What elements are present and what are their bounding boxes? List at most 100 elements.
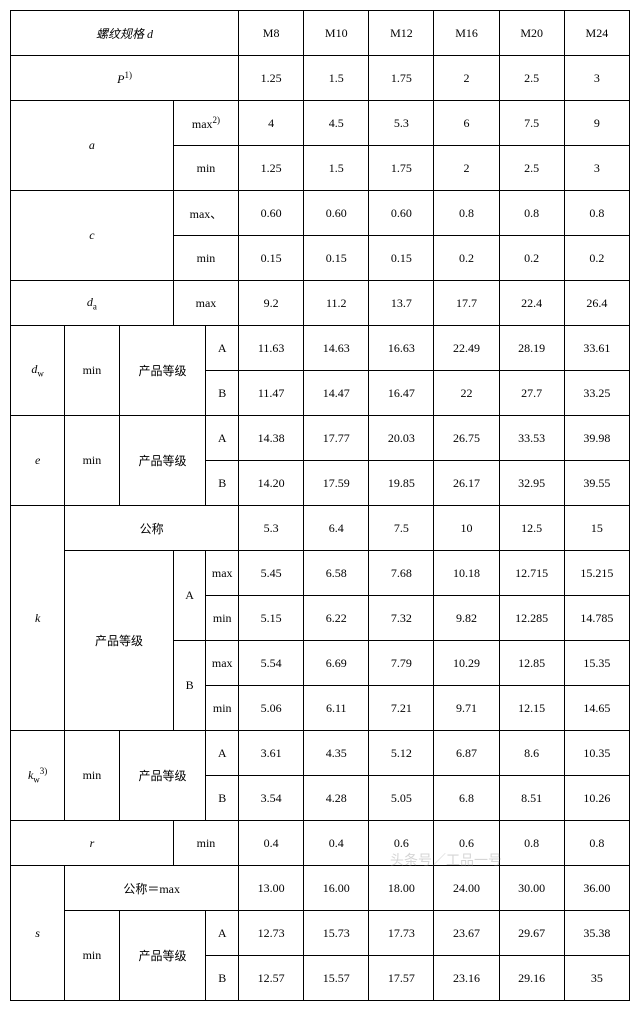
- cell: 8.51: [499, 776, 564, 821]
- cell: 5.3: [369, 101, 434, 146]
- cell: 16.47: [369, 371, 434, 416]
- cell: 10.26: [564, 776, 629, 821]
- cell: 1.25: [239, 56, 304, 101]
- row-r-label: r: [11, 821, 174, 866]
- cell: 0.8: [499, 191, 564, 236]
- k-A-label: A: [173, 551, 206, 641]
- spec-header: 螺纹规格 d: [11, 11, 239, 56]
- cell: 5.3: [239, 506, 304, 551]
- cell: 36.00: [564, 866, 629, 911]
- k-grade-label: 产品等级: [65, 551, 174, 731]
- row-k-label: k: [11, 506, 65, 731]
- cell: 4.28: [304, 776, 369, 821]
- row-c-label: c: [11, 191, 174, 281]
- cell: 7.21: [369, 686, 434, 731]
- cell: 12.715: [499, 551, 564, 596]
- s-A-label: A: [206, 911, 239, 956]
- cell: 29.16: [499, 956, 564, 1001]
- cell: 1.75: [369, 146, 434, 191]
- cell: 10: [434, 506, 499, 551]
- cell: 8.6: [499, 731, 564, 776]
- cell: 12.15: [499, 686, 564, 731]
- cell: 26.75: [434, 416, 499, 461]
- cell: 7.79: [369, 641, 434, 686]
- cell: 0.6: [434, 821, 499, 866]
- cell: 5.15: [239, 596, 304, 641]
- cell: 3.61: [239, 731, 304, 776]
- cell: 1.25: [239, 146, 304, 191]
- cell: 16.63: [369, 326, 434, 371]
- cell: 0.8: [434, 191, 499, 236]
- cell: 12.57: [239, 956, 304, 1001]
- k-A-min-label: min: [206, 596, 239, 641]
- cell: 20.03: [369, 416, 434, 461]
- e-min-label: min: [65, 416, 119, 506]
- cell: 29.67: [499, 911, 564, 956]
- cell: 19.85: [369, 461, 434, 506]
- cell: 14.20: [239, 461, 304, 506]
- a-max-label: max2): [173, 101, 238, 146]
- cell: 11.63: [239, 326, 304, 371]
- s-B-label: B: [206, 956, 239, 1001]
- kw-B-label: B: [206, 776, 239, 821]
- r-min-label: min: [173, 821, 238, 866]
- cell: 6.69: [304, 641, 369, 686]
- cell: 13.7: [369, 281, 434, 326]
- c-min-label: min: [173, 236, 238, 281]
- cell: 39.55: [564, 461, 629, 506]
- cell: 9: [564, 101, 629, 146]
- cell: 15.57: [304, 956, 369, 1001]
- cell: 33.53: [499, 416, 564, 461]
- cell: 14.785: [564, 596, 629, 641]
- cell: 5.12: [369, 731, 434, 776]
- dw-A-label: A: [206, 326, 239, 371]
- cell: 6: [434, 101, 499, 146]
- cell: 15.35: [564, 641, 629, 686]
- cell: 4.5: [304, 101, 369, 146]
- cell: 7.32: [369, 596, 434, 641]
- k-nominal-label: 公称: [65, 506, 239, 551]
- cell: 0.60: [304, 191, 369, 236]
- cell: 6.87: [434, 731, 499, 776]
- cell: 7.5: [369, 506, 434, 551]
- cell: 3.54: [239, 776, 304, 821]
- row-P-label: P1): [11, 56, 239, 101]
- da-max-label: max: [173, 281, 238, 326]
- e-B-label: B: [206, 461, 239, 506]
- col-m10: M10: [304, 11, 369, 56]
- cell: 15.215: [564, 551, 629, 596]
- col-m12: M12: [369, 11, 434, 56]
- cell: 1.5: [304, 146, 369, 191]
- kw-min-label: min: [65, 731, 119, 821]
- col-m16: M16: [434, 11, 499, 56]
- cell: 17.73: [369, 911, 434, 956]
- dw-grade-label: 产品等级: [119, 326, 206, 416]
- cell: 0.2: [564, 236, 629, 281]
- cell: 0.15: [304, 236, 369, 281]
- cell: 18.00: [369, 866, 434, 911]
- cell: 30.00: [499, 866, 564, 911]
- cell: 14.63: [304, 326, 369, 371]
- cell: 5.54: [239, 641, 304, 686]
- cell: 28.19: [499, 326, 564, 371]
- cell: 2.5: [499, 146, 564, 191]
- kw-A-label: A: [206, 731, 239, 776]
- cell: 10.35: [564, 731, 629, 776]
- cell: 12.85: [499, 641, 564, 686]
- s-nominal-label: 公称＝max: [65, 866, 239, 911]
- cell: 12.5: [499, 506, 564, 551]
- k-A-max-label: max: [206, 551, 239, 596]
- cell: 2: [434, 56, 499, 101]
- cell: 35.38: [564, 911, 629, 956]
- col-m8: M8: [239, 11, 304, 56]
- cell: 9.82: [434, 596, 499, 641]
- cell: 15.73: [304, 911, 369, 956]
- cell: 14.38: [239, 416, 304, 461]
- k-B-min-label: min: [206, 686, 239, 731]
- cell: 7.68: [369, 551, 434, 596]
- cell: 0.15: [239, 236, 304, 281]
- cell: 6.11: [304, 686, 369, 731]
- e-grade-label: 产品等级: [119, 416, 206, 506]
- cell: 17.57: [369, 956, 434, 1001]
- cell: 23.16: [434, 956, 499, 1001]
